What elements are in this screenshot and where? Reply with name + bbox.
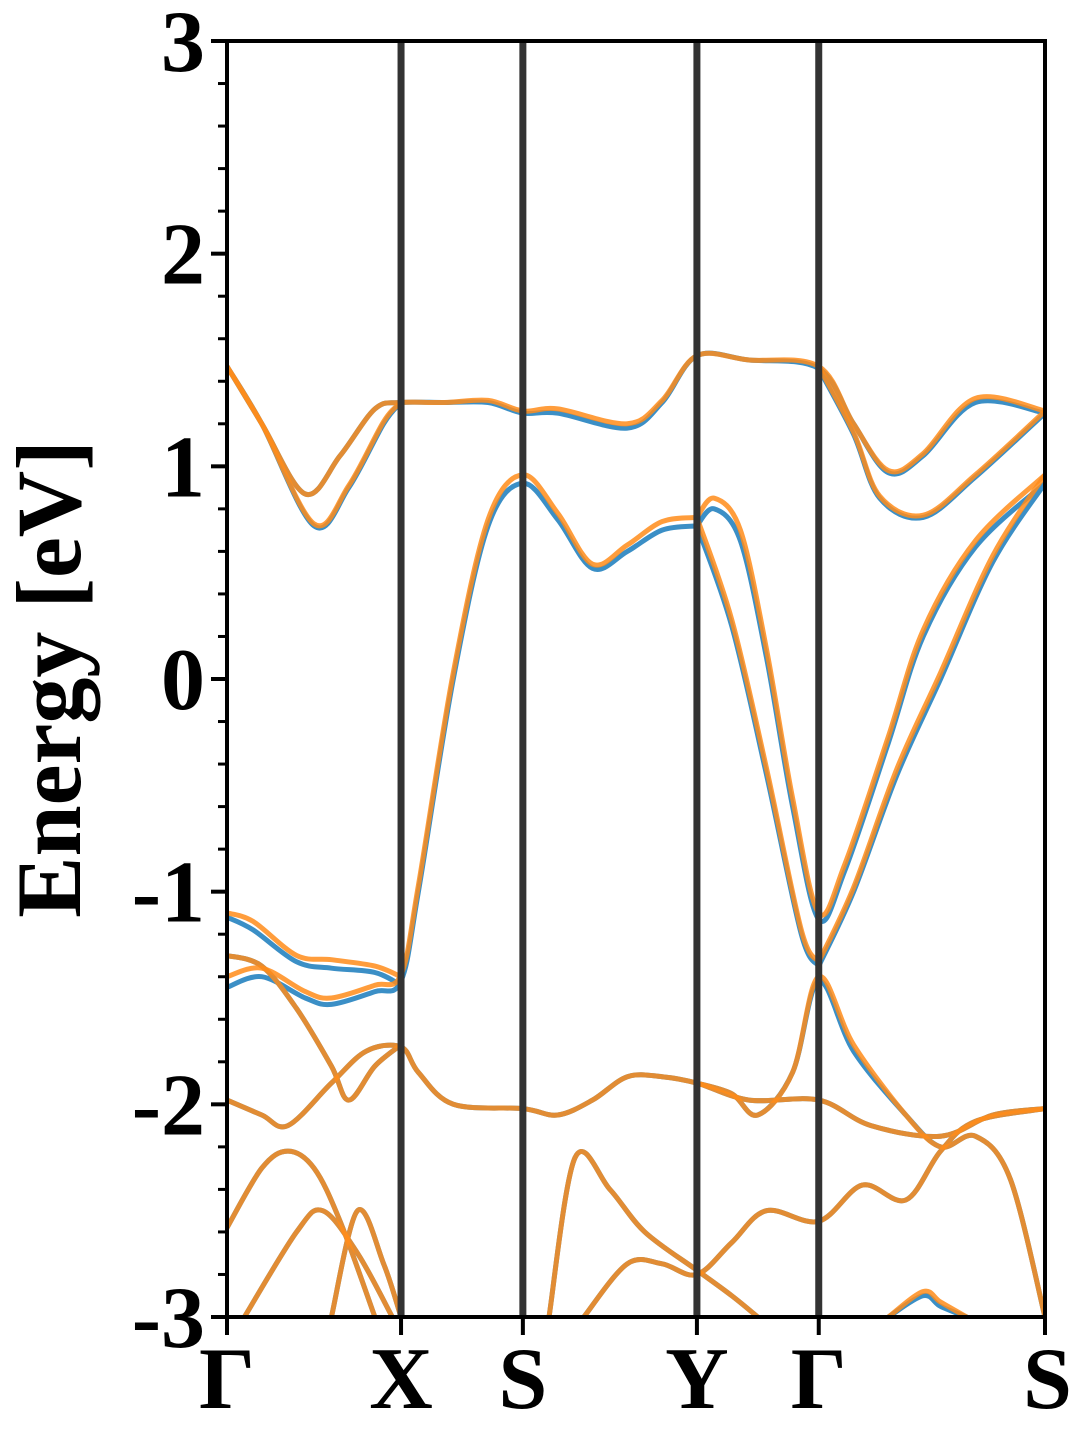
y-tick-label: 2 <box>161 207 205 304</box>
band-line-series_a-11 <box>227 1148 378 1317</box>
band-line-series_b-10 <box>694 974 1045 1317</box>
x-tick-label-2: S <box>498 1331 547 1428</box>
band-line-series_a-4 <box>227 480 700 1008</box>
y-tick-label: -3 <box>132 1270 205 1367</box>
band-line-series_a-1 <box>227 363 404 531</box>
band-line-series_b-1 <box>227 363 404 529</box>
band-line-series_b-4 <box>227 472 700 1001</box>
y-tick-label: 3 <box>161 0 205 91</box>
band-line-series_b-8 <box>227 953 404 1103</box>
y-tick-label: 1 <box>161 419 205 516</box>
x-tick-label-3: Y <box>665 1331 729 1428</box>
y-tick-label: -2 <box>132 1057 205 1154</box>
bands-layer <box>227 350 1045 1317</box>
band-line-series_b-3 <box>227 910 404 980</box>
y-axis-label: Energy [eV] <box>0 440 100 918</box>
band-line-series_b-0 <box>227 350 1045 497</box>
band-line-series_b-16 <box>241 1207 395 1317</box>
x-tick-label-1: X <box>369 1331 433 1428</box>
band-line-series_a-14 <box>581 1106 1045 1317</box>
y-tick-label: 0 <box>161 632 205 729</box>
x-tick-label-5: S <box>1023 1331 1072 1428</box>
band-line-series_b-12 <box>328 1207 404 1317</box>
band-line-series_b-13 <box>546 1148 761 1317</box>
x-tick-label-0: Γ <box>199 1331 255 1428</box>
band-line-series_b-11 <box>227 1148 378 1317</box>
band-line-series_b-5 <box>694 514 822 965</box>
band-line-series_b-14 <box>581 1106 1045 1317</box>
band-line-series_b-9 <box>227 1042 1045 1140</box>
band-line-series_b-7 <box>816 472 1045 965</box>
plot-frame <box>225 39 1047 1319</box>
y-axis: 3 2 1 0 -1 -2 -3 <box>132 0 227 1367</box>
band-line-series_a-3 <box>227 914 404 988</box>
band-line-series_b-2 <box>816 363 1045 519</box>
kpath-lines <box>397 41 823 1317</box>
x-tick-label-4: Γ <box>791 1331 847 1428</box>
band-line-series_a-9 <box>227 1042 1045 1140</box>
band-line-series_b-15 <box>885 1288 970 1317</box>
y-tick-label: -1 <box>132 845 205 942</box>
